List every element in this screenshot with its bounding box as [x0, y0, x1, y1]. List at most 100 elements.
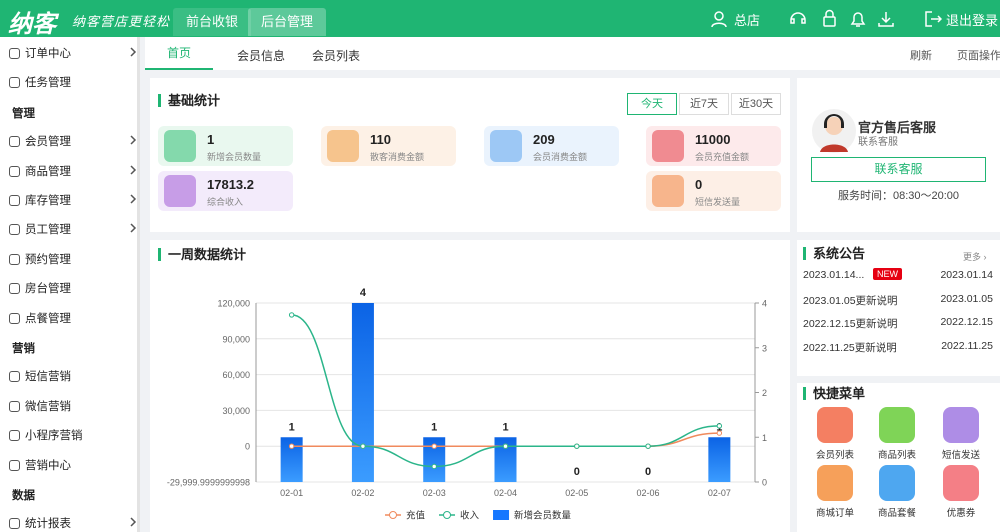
sidebar-icon	[9, 136, 20, 148]
y2-tick-label: 3	[762, 343, 767, 353]
sidebar-item[interactable]: 短信营销	[9, 368, 137, 384]
stat-value: 110	[370, 132, 391, 147]
notice-date: 2023.01.14	[940, 269, 993, 281]
quick-icon[interactable]	[943, 465, 979, 501]
contact-button[interactable]: 联系客服	[811, 157, 986, 182]
quick-label[interactable]: 商城订单	[815, 508, 854, 519]
stat-icon	[652, 130, 684, 162]
quick-label[interactable]: 短信发送	[941, 450, 980, 461]
bar-label: 1	[502, 421, 508, 433]
x-tick-label: 02-06	[637, 488, 660, 498]
more-link[interactable]: 更多 ›	[963, 252, 987, 262]
quick-icon[interactable]	[817, 407, 853, 443]
sidebar-label: 预约管理	[25, 253, 71, 266]
bar-label: 1	[431, 421, 437, 433]
sidebar-icon	[9, 459, 20, 471]
quick-icon[interactable]	[879, 407, 915, 443]
quick-label[interactable]: 会员列表	[815, 450, 854, 461]
sidebar-item[interactable]: 员工管理	[9, 221, 137, 237]
line-point	[645, 443, 651, 449]
sidebar-label: 员工管理	[25, 224, 71, 237]
sidebar-label: 小程序营销	[25, 430, 83, 443]
user-icon	[711, 11, 727, 28]
line-point	[574, 443, 580, 449]
notice-title[interactable]: 2022.12.15更新说明	[803, 318, 898, 330]
sidebar-item[interactable]: 微信营销	[9, 398, 137, 414]
tab[interactable]: 会员信息	[237, 49, 286, 63]
refresh[interactable]: 刷新	[910, 50, 932, 62]
tab-label: 首页	[166, 46, 191, 60]
tab-bar: 首页 会员信息 会员列表 刷新 页面操作	[145, 37, 1000, 70]
sidebar-icon	[9, 253, 20, 265]
stat-label: 短信发送量	[695, 197, 741, 207]
quick-icon[interactable]	[943, 407, 979, 443]
sidebar-item[interactable]: 营销中心	[9, 457, 137, 473]
sidebar-label: 任务管理	[25, 77, 71, 90]
y-tick-label: 120,000	[217, 299, 250, 309]
sidebar-item[interactable]: 任务管理	[9, 74, 137, 90]
sidebar-item[interactable]: 会员管理	[9, 133, 137, 149]
page-actions[interactable]: 页面操作	[957, 50, 1000, 62]
y-tick-label: 0	[245, 442, 250, 452]
stat-label: 会员充值金额	[695, 152, 750, 162]
bar	[708, 437, 731, 482]
line-point	[431, 443, 437, 449]
y-tick-label: -29,999.9999999998	[167, 478, 250, 488]
nav-tab[interactable]: 前台收银	[173, 8, 252, 36]
sidebar-item[interactable]: 房台管理	[9, 280, 137, 296]
sidebar-section: 数据	[12, 490, 35, 502]
line-point	[288, 443, 295, 449]
stat-icon	[652, 175, 684, 207]
stat-icon	[490, 130, 522, 162]
sidebar: 订单中心 任务管理 管理 会员管理 商品管理 库存管理 员工管理 预约管理 房台管理 点餐管理 营销…	[0, 37, 140, 532]
notice-title[interactable]: 2023.01.05更新说明	[803, 294, 898, 307]
sidebar-label: 营销中心	[25, 459, 71, 472]
tab[interactable]: 首页	[145, 37, 213, 70]
sidebar-item[interactable]: 小程序营销	[9, 427, 137, 443]
sidebar-icon	[9, 77, 20, 89]
notice-date: 2022.11.25	[941, 339, 993, 352]
x-tick-label: 02-05	[565, 488, 588, 498]
sidebar-item[interactable]: 点餐管理	[9, 310, 137, 326]
sidebar-icon	[9, 283, 20, 295]
logout-icon[interactable]	[924, 10, 942, 28]
quick-label[interactable]: 商品套餐	[877, 508, 916, 519]
quick-icon[interactable]	[817, 465, 853, 501]
toolbar-icons[interactable]	[788, 9, 908, 29]
stat-value: 17813.2	[207, 177, 254, 192]
range-button[interactable]: 今天	[627, 93, 677, 115]
sidebar-label: 房台管理	[25, 283, 71, 296]
quick-label[interactable]: 商品列表	[877, 450, 916, 461]
quick-label[interactable]: 优惠券	[946, 508, 976, 519]
sidebar-item[interactable]: 订单中心	[9, 45, 137, 61]
notice-title[interactable]: 2022.11.25更新说明	[803, 341, 897, 354]
range-button[interactable]: 近30天	[731, 93, 781, 115]
notice-title[interactable]: 2023.01.14...	[803, 269, 865, 281]
sidebar-item[interactable]: 库存管理	[9, 192, 137, 208]
stat-label: 会员消费金额	[533, 152, 588, 162]
sidebar-icon	[9, 165, 20, 177]
range-button[interactable]: 近7天	[679, 93, 729, 115]
logout[interactable]: 退出登录	[946, 13, 999, 28]
legend-swatch	[389, 511, 397, 519]
stat-card: 209 会员消费金额	[484, 126, 619, 166]
stats-title: 基础统计	[158, 94, 220, 107]
sidebar-label: 会员管理	[25, 136, 71, 149]
y-tick-label: 30,000	[222, 406, 250, 416]
y2-tick-label: 2	[762, 388, 767, 398]
sidebar-item[interactable]: 预约管理	[9, 251, 137, 267]
quick-icon[interactable]	[879, 465, 915, 501]
sidebar-item[interactable]: 统计报表	[9, 515, 137, 531]
nav-tab[interactable]: 后台管理	[248, 8, 327, 36]
y-tick-label: 60,000	[222, 370, 250, 380]
store-name[interactable]: 总店	[734, 13, 761, 28]
line-point	[716, 430, 723, 436]
bar-label: 4	[360, 287, 367, 299]
stat-value: 11000	[695, 132, 731, 147]
tab[interactable]: 会员列表	[312, 49, 361, 63]
sidebar-label: 短信营销	[25, 371, 71, 384]
sidebar-item[interactable]: 商品管理	[9, 163, 137, 179]
stat-card: 1 新增会员数量	[158, 126, 293, 166]
stat-label: 散客消费金额	[370, 152, 425, 162]
